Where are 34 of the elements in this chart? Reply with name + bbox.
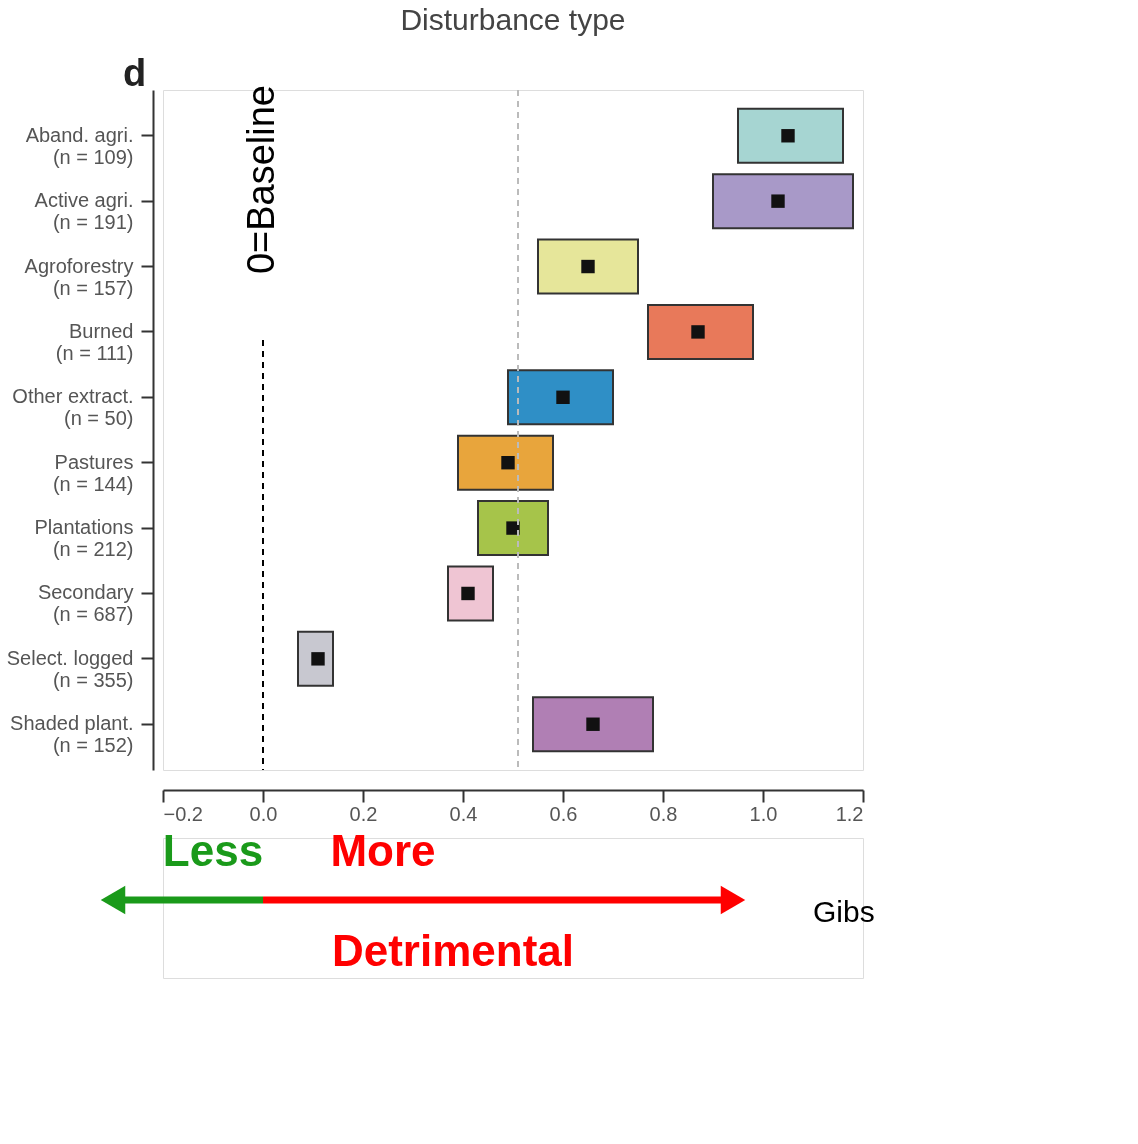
y-tick-label: Select. logged (n = 355) [6, 646, 134, 691]
point [781, 129, 795, 143]
x-tick-label: 1.0 [749, 802, 778, 825]
y-tick-label: Plantations (n = 212) [34, 516, 134, 561]
point [506, 521, 520, 535]
x-tick-label: −0.2 [163, 802, 203, 825]
chart-title: Disturbance type [400, 3, 626, 36]
point [586, 717, 600, 731]
point [581, 259, 595, 274]
x-tick-label: 0.0 [249, 802, 278, 825]
x-tick-label: 0.6 [549, 802, 578, 825]
text: Detrimental [331, 926, 575, 975]
y-tick-label: Pastures (n = 144) [52, 450, 134, 495]
y-tick-label: Burned (n = 111) [55, 319, 134, 364]
y-tick-label: Shaded plant. (n = 152) [10, 712, 134, 757]
y-tick-label: Agroforestry (n = 157) [24, 254, 134, 299]
text: More [330, 826, 436, 875]
text: Less [162, 826, 264, 875]
point [556, 390, 570, 405]
point [501, 455, 515, 470]
text: d [123, 52, 147, 94]
y-tick-label: Other extract. (n = 50) [12, 385, 134, 430]
y-tick-label: Aband. agri. (n = 109) [25, 123, 134, 168]
x-tick-label: 1.2 [835, 802, 864, 825]
point [771, 194, 785, 208]
x-tick-label: 0.4 [449, 802, 478, 825]
x-tick-label: 0.8 [649, 802, 678, 825]
text: Gibs [813, 895, 875, 928]
y-tick-label: Active agri. (n = 191) [34, 189, 134, 234]
y-tick-label: Secondary (n = 687) [37, 581, 134, 626]
x-tick-label: 0.2 [349, 802, 378, 825]
point [691, 325, 705, 339]
ref-line-label: 0=Baseline [240, 85, 282, 275]
point [311, 652, 325, 666]
